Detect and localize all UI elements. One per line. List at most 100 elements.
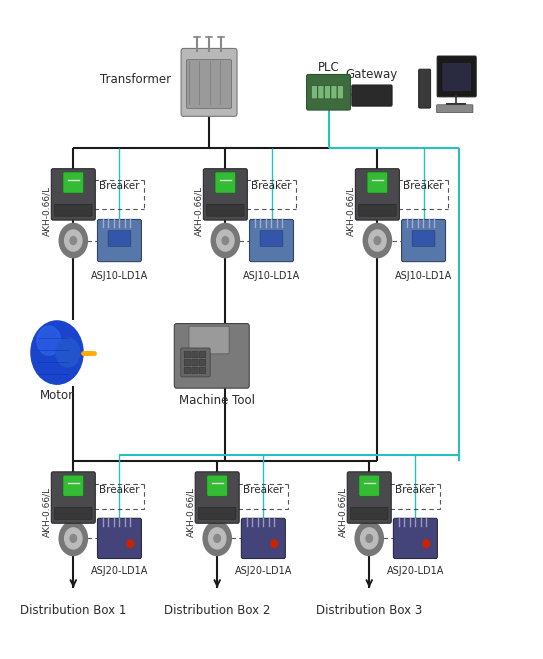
- FancyBboxPatch shape: [351, 507, 388, 519]
- FancyBboxPatch shape: [355, 169, 399, 220]
- Circle shape: [271, 540, 277, 548]
- FancyBboxPatch shape: [338, 86, 344, 99]
- FancyBboxPatch shape: [203, 169, 248, 220]
- FancyBboxPatch shape: [181, 49, 237, 116]
- FancyBboxPatch shape: [348, 472, 392, 523]
- Text: ASJ20-LD1A: ASJ20-LD1A: [235, 566, 292, 577]
- FancyBboxPatch shape: [174, 324, 249, 388]
- FancyBboxPatch shape: [419, 69, 431, 108]
- Text: ASJ10-LD1A: ASJ10-LD1A: [395, 271, 452, 281]
- Text: Breaker: Breaker: [251, 181, 292, 192]
- FancyBboxPatch shape: [437, 105, 473, 113]
- Text: Motor: Motor: [40, 389, 74, 402]
- FancyBboxPatch shape: [63, 475, 84, 496]
- Circle shape: [366, 534, 372, 542]
- Text: Transformer: Transformer: [100, 72, 171, 86]
- Circle shape: [214, 534, 220, 542]
- FancyBboxPatch shape: [359, 475, 380, 496]
- FancyBboxPatch shape: [199, 351, 206, 358]
- Circle shape: [355, 521, 383, 556]
- FancyBboxPatch shape: [358, 204, 396, 216]
- FancyBboxPatch shape: [207, 475, 228, 496]
- FancyBboxPatch shape: [192, 351, 198, 358]
- Text: Distribution Box 1: Distribution Box 1: [20, 604, 127, 617]
- FancyBboxPatch shape: [54, 507, 92, 519]
- Text: Breaker: Breaker: [99, 484, 140, 495]
- Text: Distribution Box 3: Distribution Box 3: [316, 604, 422, 617]
- FancyBboxPatch shape: [181, 348, 210, 377]
- Text: AKH-0.66/L: AKH-0.66/L: [187, 487, 195, 537]
- Text: Breaker: Breaker: [99, 181, 140, 192]
- FancyBboxPatch shape: [51, 169, 96, 220]
- Circle shape: [31, 321, 83, 384]
- FancyBboxPatch shape: [412, 231, 435, 246]
- FancyBboxPatch shape: [98, 219, 141, 262]
- FancyBboxPatch shape: [352, 85, 392, 106]
- Text: AKH-0.66/L: AKH-0.66/L: [43, 186, 52, 236]
- Circle shape: [37, 326, 61, 355]
- Circle shape: [217, 230, 234, 251]
- Circle shape: [70, 237, 77, 244]
- FancyBboxPatch shape: [98, 518, 141, 559]
- Circle shape: [361, 528, 378, 549]
- FancyBboxPatch shape: [250, 219, 293, 262]
- Circle shape: [59, 223, 87, 258]
- Circle shape: [70, 534, 77, 542]
- FancyBboxPatch shape: [325, 86, 330, 99]
- FancyBboxPatch shape: [393, 518, 438, 559]
- Text: Distribution Box 2: Distribution Box 2: [164, 604, 270, 617]
- FancyBboxPatch shape: [215, 172, 236, 193]
- FancyBboxPatch shape: [260, 231, 283, 246]
- Circle shape: [222, 237, 229, 244]
- Circle shape: [65, 528, 82, 549]
- FancyBboxPatch shape: [192, 359, 198, 366]
- FancyBboxPatch shape: [331, 86, 337, 99]
- Text: Gateway: Gateway: [346, 68, 398, 81]
- Text: Breaker: Breaker: [395, 484, 435, 495]
- Circle shape: [363, 223, 392, 258]
- Circle shape: [374, 237, 381, 244]
- FancyBboxPatch shape: [184, 351, 191, 358]
- Circle shape: [209, 528, 226, 549]
- FancyBboxPatch shape: [367, 172, 388, 193]
- FancyBboxPatch shape: [312, 86, 317, 99]
- Text: AKH-0.66/L: AKH-0.66/L: [347, 186, 356, 236]
- Circle shape: [203, 521, 231, 556]
- FancyBboxPatch shape: [442, 63, 471, 92]
- Text: ASJ10-LD1A: ASJ10-LD1A: [91, 271, 148, 281]
- FancyBboxPatch shape: [51, 472, 96, 523]
- FancyBboxPatch shape: [192, 367, 198, 374]
- Circle shape: [59, 521, 87, 556]
- FancyBboxPatch shape: [206, 204, 244, 216]
- Text: ASJ10-LD1A: ASJ10-LD1A: [243, 271, 300, 281]
- Text: PLC: PLC: [318, 61, 339, 74]
- FancyBboxPatch shape: [306, 74, 351, 110]
- Circle shape: [56, 338, 80, 367]
- FancyBboxPatch shape: [437, 56, 476, 97]
- Circle shape: [423, 540, 430, 548]
- FancyBboxPatch shape: [199, 359, 206, 366]
- Circle shape: [65, 230, 82, 251]
- Circle shape: [127, 540, 134, 548]
- Text: ASJ20-LD1A: ASJ20-LD1A: [91, 566, 148, 577]
- FancyBboxPatch shape: [199, 507, 236, 519]
- Text: AKH-0.66/L: AKH-0.66/L: [339, 487, 348, 537]
- FancyBboxPatch shape: [63, 172, 84, 193]
- Text: Machine Tool: Machine Tool: [179, 394, 255, 407]
- Circle shape: [211, 223, 239, 258]
- FancyBboxPatch shape: [54, 204, 92, 216]
- Text: AKH-0.66/L: AKH-0.66/L: [195, 186, 204, 236]
- FancyBboxPatch shape: [187, 59, 232, 108]
- FancyBboxPatch shape: [242, 518, 286, 559]
- Text: Breaker: Breaker: [403, 181, 444, 192]
- FancyBboxPatch shape: [318, 86, 324, 99]
- FancyBboxPatch shape: [108, 231, 131, 246]
- FancyBboxPatch shape: [184, 367, 191, 374]
- FancyBboxPatch shape: [195, 472, 239, 523]
- Text: AKH-0.66/L: AKH-0.66/L: [43, 487, 52, 537]
- FancyBboxPatch shape: [189, 326, 229, 354]
- Text: Breaker: Breaker: [243, 484, 283, 495]
- FancyBboxPatch shape: [199, 367, 206, 374]
- FancyBboxPatch shape: [184, 359, 191, 366]
- Circle shape: [369, 230, 386, 251]
